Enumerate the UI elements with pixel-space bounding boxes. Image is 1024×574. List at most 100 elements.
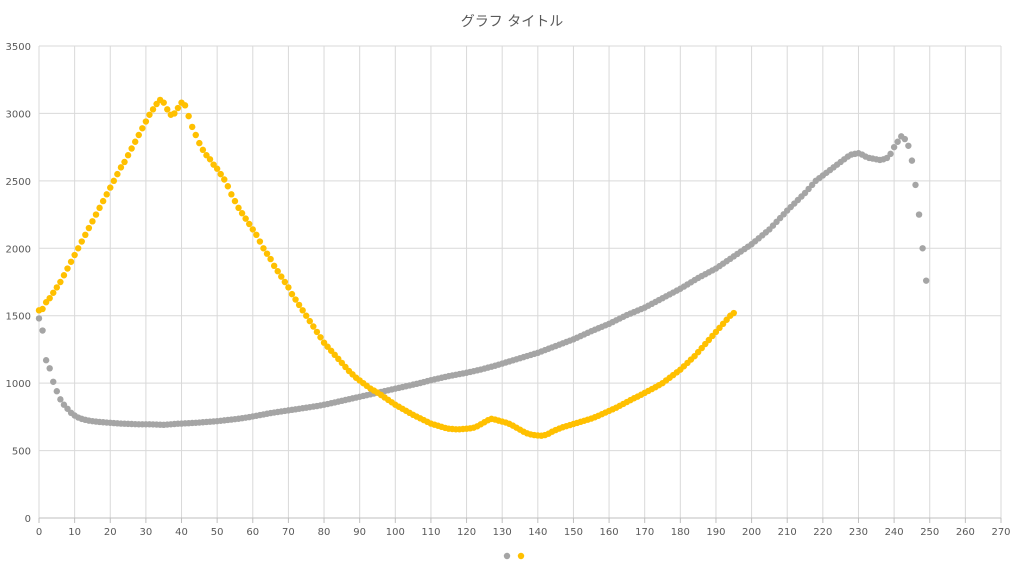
series-2-point xyxy=(50,289,57,296)
series-1-point xyxy=(905,142,912,149)
x-tick-label: 100 xyxy=(386,527,405,538)
series-2-point xyxy=(235,204,242,212)
series-2-point xyxy=(306,317,313,325)
series-2-point xyxy=(249,226,256,233)
series-2-point xyxy=(89,218,96,225)
series-2-point xyxy=(317,334,324,341)
series-2-point xyxy=(274,268,281,275)
axis-layer: 0 500 1000 1500 2000 2500 3000 3500 0 10 20 30 40 50 6… xyxy=(6,42,1011,538)
x-tick-label: 260 xyxy=(956,527,975,538)
x-tick-label: 270 xyxy=(991,527,1010,538)
series-2-point xyxy=(295,301,303,309)
series-2-point xyxy=(107,184,114,191)
x-tick-label: 150 xyxy=(564,527,583,538)
series-1-point xyxy=(894,138,901,145)
x-tick-label: 180 xyxy=(671,527,690,538)
series-2-point xyxy=(263,250,271,257)
series-1-point xyxy=(908,157,916,164)
y-tick-label: 500 xyxy=(12,447,31,458)
series-2-point xyxy=(57,278,64,286)
x-tick-label: 10 xyxy=(68,527,81,538)
series-2-point xyxy=(99,197,107,205)
series-2-point xyxy=(103,191,110,198)
series-2-point xyxy=(39,305,46,313)
x-tick-label: 20 xyxy=(104,527,117,538)
y-tick-label: 2500 xyxy=(6,177,31,188)
x-tick-label: 170 xyxy=(635,527,654,538)
y-tick-label: 1000 xyxy=(6,379,31,390)
grid-layer xyxy=(38,45,1002,519)
series-2-point xyxy=(53,284,61,291)
series-2-point xyxy=(206,156,214,163)
series-2-point xyxy=(256,238,264,245)
series-2-point xyxy=(231,197,239,205)
x-tick-label: 70 xyxy=(282,527,295,538)
series-2-point xyxy=(228,191,235,198)
series-2-point xyxy=(135,131,142,139)
series-2-point xyxy=(292,296,299,303)
series-1 xyxy=(35,133,930,429)
series-1-point xyxy=(919,245,926,252)
series-2-point xyxy=(78,238,85,245)
series-2-point xyxy=(267,255,274,263)
series-2-point xyxy=(117,164,125,171)
series-2-point xyxy=(174,104,182,112)
series-2-point xyxy=(270,262,278,270)
series-1-point xyxy=(890,143,898,151)
chart-title: グラフ タイトル xyxy=(461,14,563,30)
x-tick-label: 200 xyxy=(742,527,761,538)
series-2-point xyxy=(171,110,178,117)
series-2-point xyxy=(46,294,53,302)
series-2-point xyxy=(285,284,292,291)
series-2-point xyxy=(132,138,139,145)
x-tick-label: 220 xyxy=(813,527,832,538)
series-2-point xyxy=(114,170,121,178)
series-layer xyxy=(35,96,930,439)
series-2-point xyxy=(121,158,128,166)
series-2-point xyxy=(128,145,135,152)
x-tick-label: 40 xyxy=(175,527,188,538)
series-2-point xyxy=(196,139,203,147)
x-tick-label: 30 xyxy=(140,527,153,538)
x-tick-label: 120 xyxy=(457,527,476,538)
series-2-point xyxy=(82,231,89,238)
series-2-point xyxy=(164,106,171,113)
series-2-point xyxy=(246,220,253,228)
series-2-point xyxy=(192,131,199,139)
series-2-point xyxy=(149,106,157,113)
series-2-point xyxy=(85,224,93,232)
series-1-point xyxy=(39,327,46,334)
x-tick-label: 50 xyxy=(211,527,224,538)
series-2-point xyxy=(74,245,82,252)
series-2-point xyxy=(288,290,296,298)
series-1-point xyxy=(46,365,53,372)
x-tick-label: 130 xyxy=(493,527,512,538)
series-2-point xyxy=(142,118,150,125)
series-2-point xyxy=(224,183,232,190)
series-2-point xyxy=(139,125,146,132)
series-2-point xyxy=(313,328,321,336)
series-2 xyxy=(35,96,737,439)
series-1-point xyxy=(912,181,919,189)
series-2-point xyxy=(189,123,196,131)
series-2-point xyxy=(181,102,189,109)
x-tick-label: 60 xyxy=(246,527,259,538)
series-1-point xyxy=(35,315,43,322)
x-tick-label: 80 xyxy=(318,527,331,538)
legend-marker-series-2 xyxy=(517,552,525,560)
series-2-point xyxy=(110,177,118,185)
series-1-point xyxy=(887,150,894,158)
series-2-point xyxy=(60,272,68,279)
series-2-point xyxy=(303,312,310,319)
series-2-point xyxy=(96,204,103,212)
x-tick-label: 110 xyxy=(421,527,440,538)
series-1-point xyxy=(915,211,923,218)
x-tick-label: 190 xyxy=(706,527,725,538)
series-1-point xyxy=(50,378,57,385)
series-2-point xyxy=(124,152,132,159)
series-2-point xyxy=(221,176,228,183)
series-1-point xyxy=(42,357,50,364)
x-tick-label: 140 xyxy=(528,527,547,538)
series-2-point xyxy=(67,258,75,265)
